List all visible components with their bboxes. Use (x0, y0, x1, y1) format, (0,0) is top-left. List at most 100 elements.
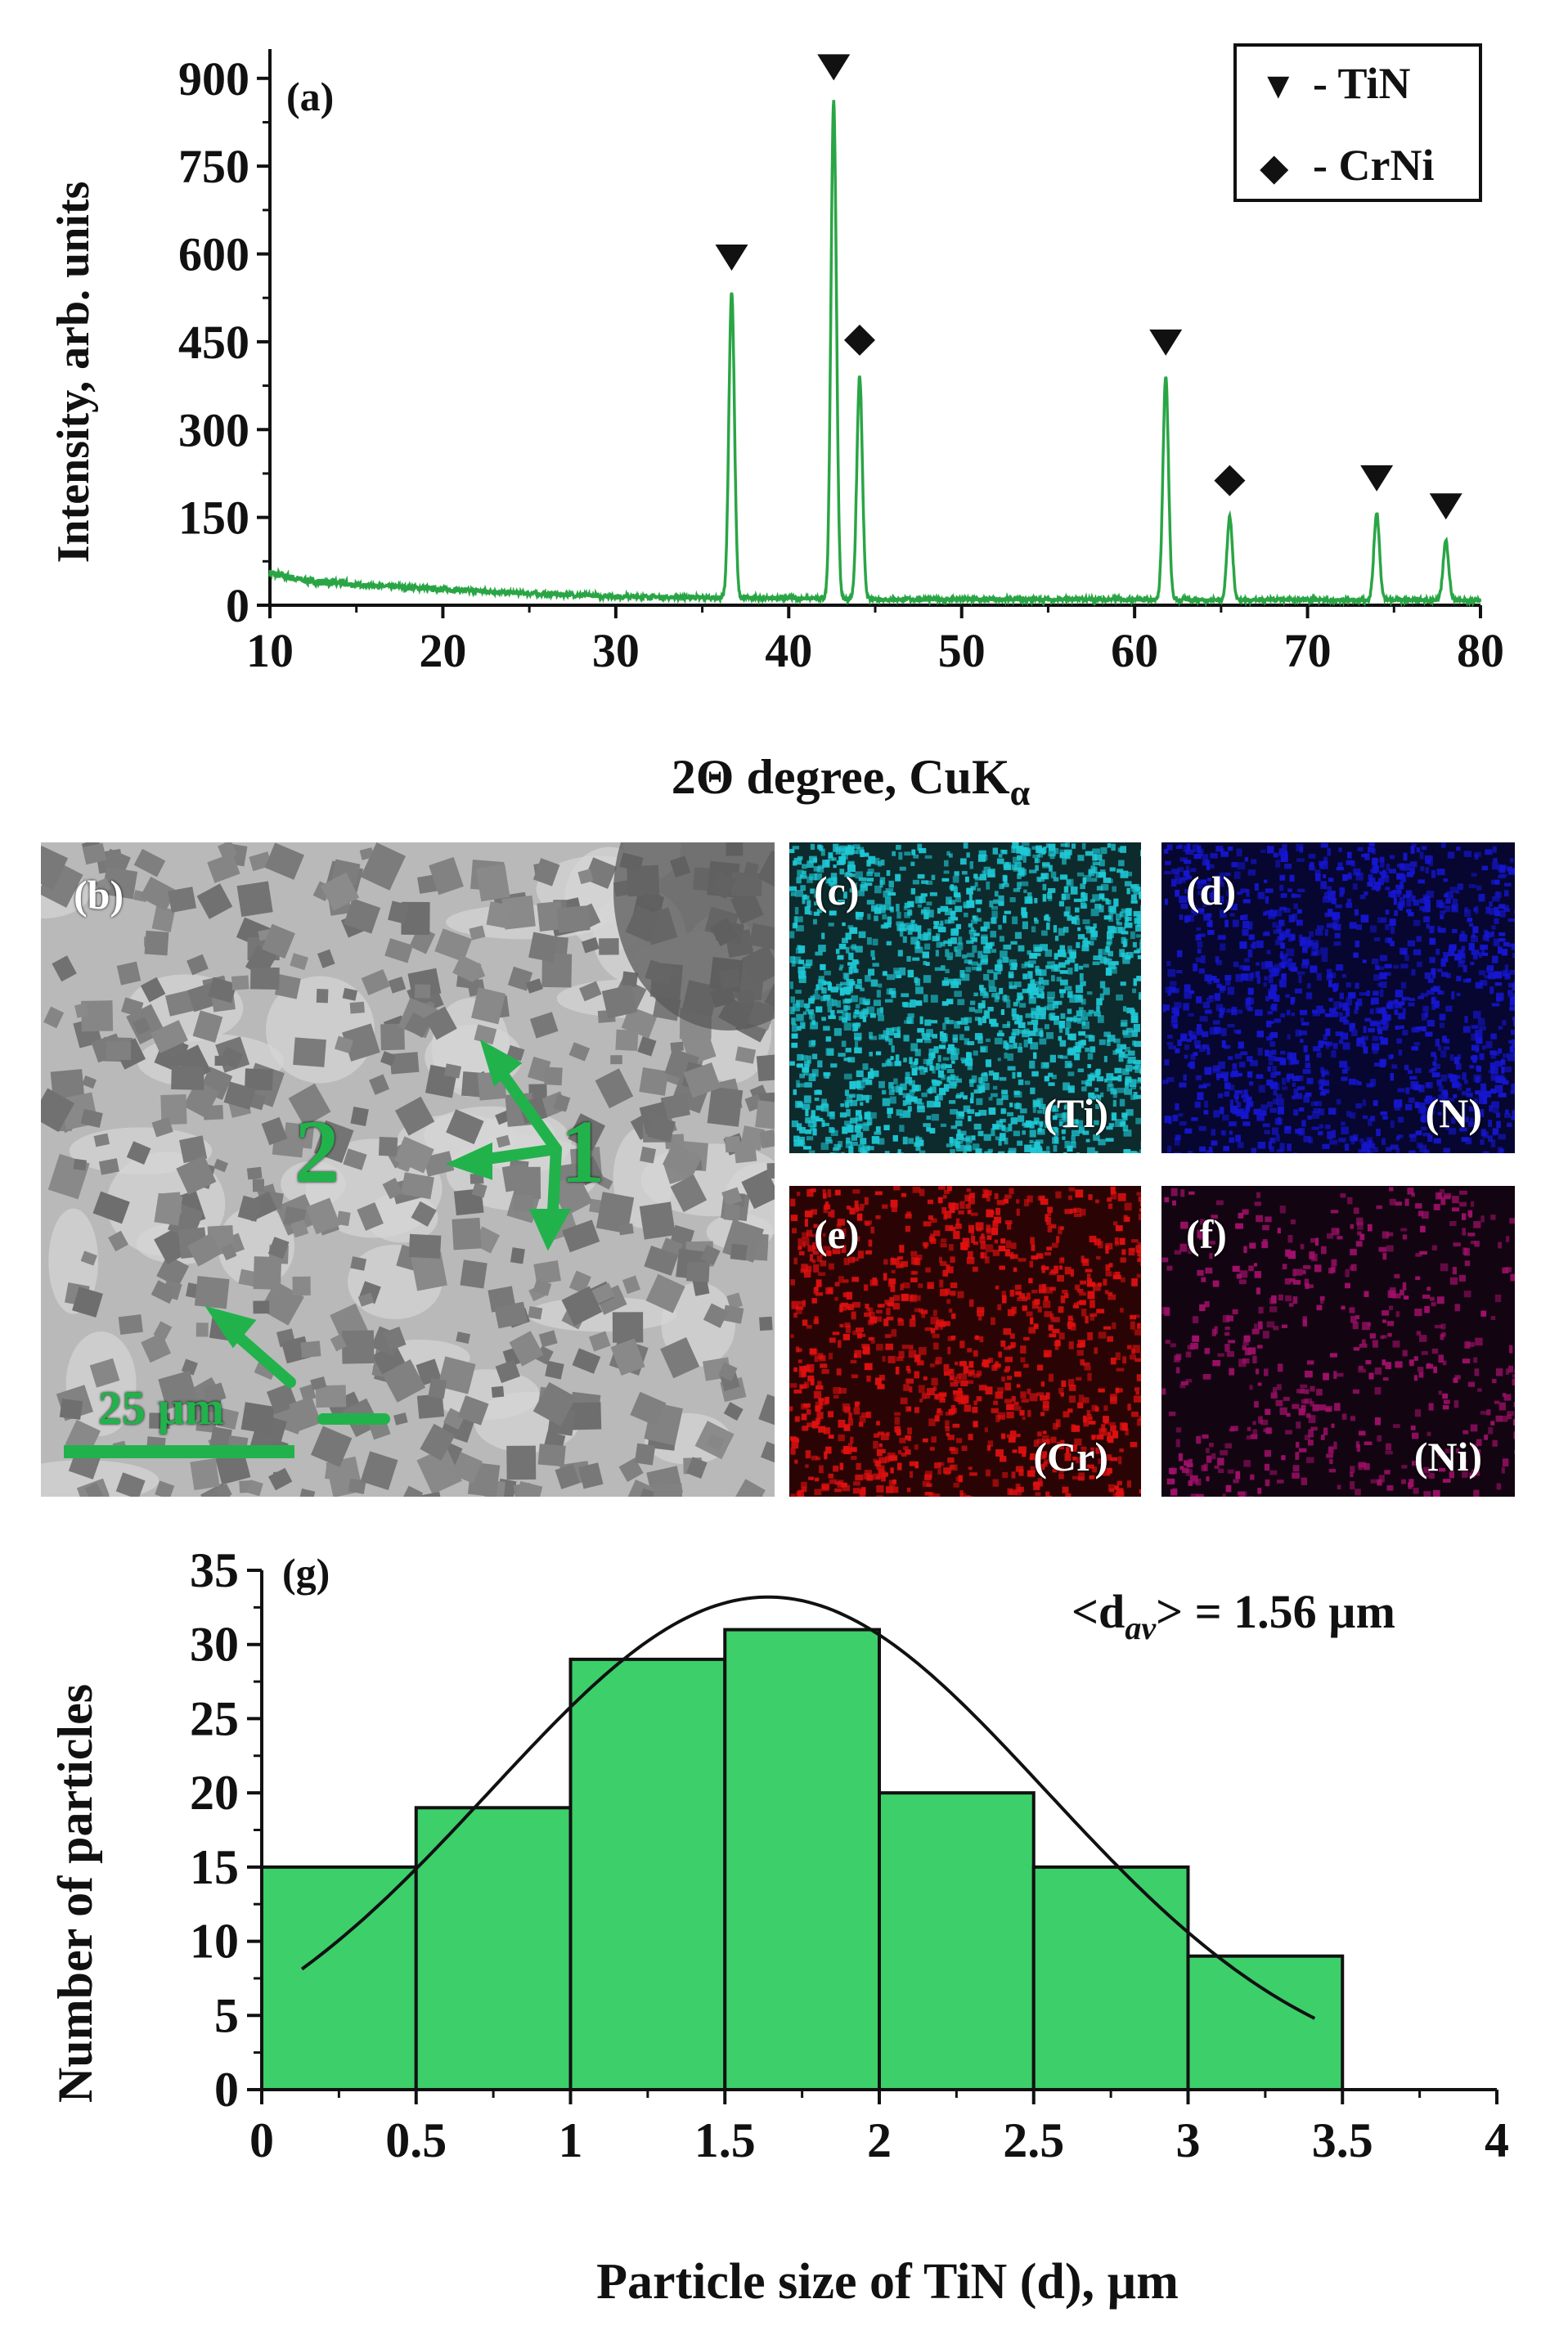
eds-signal-pixel (1060, 1295, 1066, 1304)
eds-signal-pixel (1090, 1046, 1096, 1053)
eds-signal-pixel (1113, 898, 1119, 907)
eds-signal-pixel (1135, 1117, 1141, 1125)
eds-signal-pixel (1349, 922, 1357, 929)
eds-signal-pixel (851, 959, 859, 964)
eds-signal-pixel (1112, 1322, 1116, 1329)
eds-signal-pixel (1085, 1047, 1090, 1053)
eds-signal-pixel (1341, 1121, 1346, 1126)
eds-signal-pixel (1484, 1090, 1492, 1098)
eds-signal-pixel (1185, 896, 1191, 902)
eds-signal-pixel (1029, 984, 1036, 992)
eds-signal-pixel (887, 1302, 894, 1307)
eds-signal-pixel (1301, 1120, 1306, 1127)
eds-signal-pixel (928, 1236, 933, 1242)
eds-signal-pixel (827, 1286, 833, 1291)
tin-particle (52, 955, 77, 982)
eds-signal-pixel (1000, 950, 1008, 959)
eds-signal-pixel (796, 877, 802, 884)
tin-particle (144, 930, 169, 956)
eds-signal-pixel (820, 848, 825, 856)
eds-signal-pixel (1018, 1046, 1023, 1053)
eds-signal-pixel (1017, 1296, 1023, 1301)
eds-signal-pixel (1457, 883, 1463, 891)
eds-signal-pixel (963, 901, 971, 908)
eds-signal-pixel (1085, 851, 1094, 856)
eds-signal-pixel (1385, 909, 1390, 915)
eds-signal-pixel (1322, 861, 1328, 869)
eds-signal-pixel (960, 1242, 968, 1251)
eds-signal-pixel (1002, 1024, 1010, 1029)
eds-signal-pixel (1321, 954, 1328, 963)
tin-particle (568, 1113, 606, 1152)
eds-signal-pixel (1076, 872, 1085, 877)
eds-signal-pixel (1408, 1002, 1415, 1007)
eds-signal-pixel (1446, 972, 1451, 978)
eds-signal-pixel (1043, 846, 1047, 854)
eds-signal-pixel (1064, 842, 1071, 848)
eds-signal-pixel (1400, 873, 1407, 882)
eds-signal-pixel (1039, 969, 1047, 977)
eds-signal-pixel (967, 1209, 972, 1215)
eds-signal-pixel (879, 1007, 883, 1013)
eds-signal-pixel (1096, 886, 1103, 891)
eds-signal-pixel (1116, 1367, 1125, 1372)
tin-particle (153, 1321, 173, 1341)
eds-signal-pixel (1011, 1306, 1017, 1314)
eds-signal-pixel (908, 1349, 917, 1358)
tin-particle (158, 1370, 198, 1410)
eds-signal-pixel (1298, 975, 1302, 984)
eds-signal-pixel (1402, 863, 1410, 871)
eds-signal-pixel (1332, 1129, 1337, 1138)
eds-signal-pixel (793, 1135, 800, 1142)
eds-signal-pixel (1028, 1278, 1033, 1284)
eds-signal-pixel (1274, 909, 1283, 917)
eds-signal-pixel (959, 858, 967, 865)
eds-signal-pixel (795, 890, 804, 897)
eds-signal-pixel (1379, 972, 1387, 980)
eds-signal-pixel (1257, 891, 1265, 900)
eds-signal-pixel (813, 1264, 820, 1273)
eds-signal-pixel (928, 1053, 934, 1061)
eds-signal-pixel (997, 1412, 1006, 1417)
eds-signal-pixel (1260, 1104, 1268, 1110)
eds-signal-pixel (1479, 1053, 1485, 1061)
eds-signal-pixel (1462, 1470, 1468, 1478)
eds-signal-pixel (986, 1209, 994, 1218)
eds-signal-pixel (1322, 1040, 1328, 1045)
eds-signal-pixel (1307, 1115, 1312, 1120)
eds-signal-pixel (980, 959, 989, 964)
tin-particle (544, 1066, 563, 1086)
eds-signal-pixel (815, 1006, 823, 1013)
eds-signal-pixel (1478, 970, 1485, 976)
eds-signal-pixel (905, 1076, 913, 1084)
eds-signal-pixel (1257, 1382, 1262, 1386)
eds-signal-pixel (1205, 1267, 1213, 1274)
tin-particle (195, 1410, 218, 1433)
eds-signal-pixel (1344, 1143, 1350, 1152)
eds-signal-pixel (870, 1226, 875, 1234)
eds-ti-element-label: (Ti) (1043, 1090, 1108, 1136)
eds-signal-pixel (790, 996, 796, 1004)
eds-signal-pixel (1188, 1030, 1193, 1036)
eds-signal-pixel (850, 1099, 858, 1107)
eds-signal-pixel (1035, 1492, 1041, 1497)
eds-signal-pixel (1336, 867, 1344, 871)
eds-signal-pixel (918, 1283, 923, 1288)
eds-signal-pixel (991, 1364, 998, 1372)
eds-signal-pixel (849, 1080, 856, 1089)
eds-signal-pixel (1132, 988, 1137, 994)
eds-signal-pixel (833, 1152, 838, 1153)
eds-signal-pixel (1081, 1309, 1087, 1317)
tin-particle (290, 953, 308, 971)
eds-signal-pixel (973, 1050, 978, 1056)
eds-signal-pixel (1350, 1224, 1355, 1229)
eds-signal-pixel (971, 1236, 976, 1243)
eds-signal-pixel (1045, 1111, 1051, 1118)
eds-signal-pixel (845, 1013, 851, 1022)
eds-signal-pixel (1497, 874, 1506, 879)
eds-signal-pixel (1260, 849, 1266, 854)
eds-signal-pixel (1204, 1348, 1211, 1354)
eds-signal-pixel (1299, 1009, 1308, 1016)
eds-signal-pixel (910, 1471, 914, 1478)
eds-signal-pixel (1367, 1224, 1373, 1232)
